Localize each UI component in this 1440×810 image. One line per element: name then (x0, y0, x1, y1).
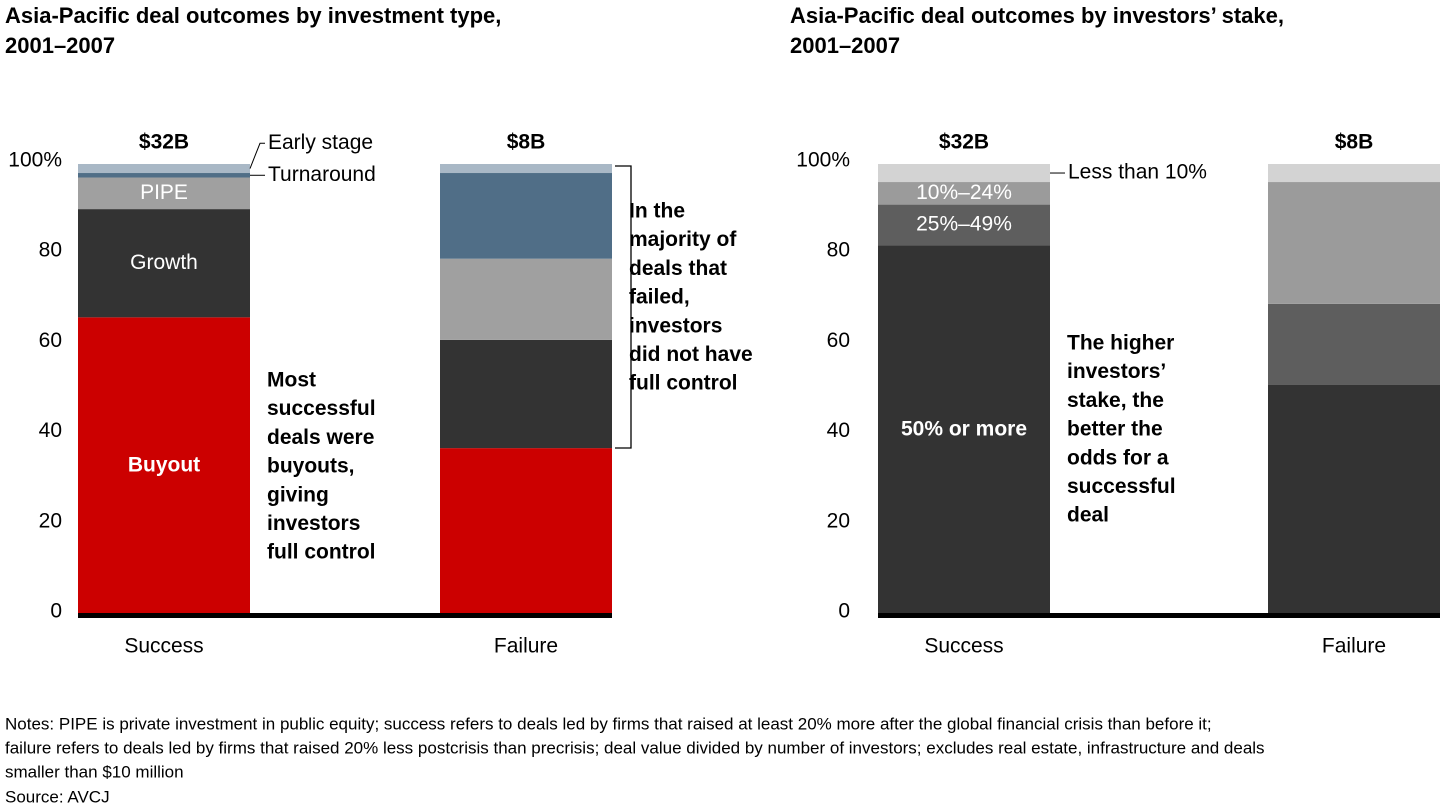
chart-title: Asia-Pacific deal outcomes by investment… (5, 3, 501, 28)
y-tick-label: 60 (827, 329, 850, 352)
bracket (615, 165, 632, 449)
note: Notes: PIPE is private investment in pub… (5, 714, 1212, 733)
bar-segment (1268, 182, 1440, 304)
annotation: full control (629, 372, 738, 395)
y-tick-label: 20 (39, 509, 62, 532)
legend-label: Less than 10% (1068, 161, 1207, 184)
note: failure refers to deals led by firms tha… (5, 738, 1265, 757)
y-tick-label: 0 (838, 600, 850, 623)
bar-label: $8B (1335, 131, 1374, 154)
y-tick-label: 0 (50, 600, 62, 623)
y-tick-label: 80 (827, 239, 850, 262)
segment-label: 25%–49% (916, 212, 1012, 235)
bar-segment (440, 173, 612, 259)
x-tick-label: Failure (1322, 635, 1386, 658)
annotation: failed, (629, 286, 690, 309)
bar-segment (1268, 303, 1440, 385)
x-tick-label: Success (124, 635, 203, 658)
bar-segment (1268, 384, 1440, 615)
segment-label: 50% or more (901, 418, 1027, 441)
note: smaller than $10 million (5, 762, 184, 781)
annotation: deals were (267, 426, 374, 449)
y-tick-label: 40 (827, 419, 850, 442)
bar-segment (440, 164, 612, 174)
source: Source: AVCJ (5, 787, 110, 806)
segment-label: Buyout (128, 454, 200, 477)
chart-title: 2001–2007 (5, 33, 115, 58)
y-tick-label: 60 (39, 329, 62, 352)
annotation: successful (1067, 475, 1176, 498)
annotation: successful (267, 397, 376, 420)
annotation: better the (1067, 418, 1163, 441)
baseline (878, 613, 1440, 618)
bar-label: $32B (939, 131, 989, 154)
x-tick-label: Failure (494, 635, 558, 658)
annotation: buyouts, (267, 455, 355, 478)
y-tick-label: 80 (39, 239, 62, 262)
bar-segment (440, 339, 612, 449)
annotation: Most (267, 369, 316, 392)
annotation: The higher (1067, 332, 1174, 355)
annotation: deals that (629, 257, 727, 280)
annotation: In the (629, 200, 685, 223)
annotation: investors (629, 314, 722, 337)
bar-segment (78, 317, 250, 615)
bar-segment (78, 177, 250, 210)
annotation: investors’ (1067, 360, 1166, 383)
annotation: majority of (629, 228, 737, 251)
baseline (78, 613, 612, 618)
bar-label: $8B (507, 131, 546, 154)
legend-label: Turnaround (268, 163, 376, 186)
segment-label: 10%–24% (916, 181, 1012, 204)
annotation: did not have (629, 343, 753, 366)
annotation: deal (1067, 504, 1109, 527)
bar-segment (878, 204, 1050, 246)
bar-segment (440, 448, 612, 615)
bar-segment (1268, 164, 1440, 183)
annotation: giving (267, 483, 329, 506)
bar-segment (78, 173, 250, 178)
bar-label: $32B (139, 131, 189, 154)
leader-line (249, 142, 265, 169)
chart-title: 2001–2007 (790, 33, 900, 58)
annotation: investors (267, 512, 360, 535)
x-tick-label: Success (924, 635, 1003, 658)
bar-segment (78, 164, 250, 174)
chart-title: Asia-Pacific deal outcomes by investors’… (790, 3, 1284, 28)
annotation: odds for a (1067, 446, 1169, 469)
bar-segment (78, 209, 250, 318)
bar-segment (878, 164, 1050, 183)
segment-label: Growth (130, 251, 198, 274)
bar-segment (440, 258, 612, 340)
bar-segment (878, 245, 1050, 615)
segment-label: PIPE (140, 181, 188, 204)
bar-segment (878, 182, 1050, 205)
annotation: stake, the (1067, 389, 1164, 412)
y-tick-label: 100% (796, 149, 850, 172)
y-tick-label: 40 (39, 419, 62, 442)
annotation: full control (267, 541, 376, 564)
y-tick-label: 100% (8, 149, 62, 172)
legend-label: Early stage (268, 131, 373, 154)
y-tick-label: 20 (827, 509, 850, 532)
